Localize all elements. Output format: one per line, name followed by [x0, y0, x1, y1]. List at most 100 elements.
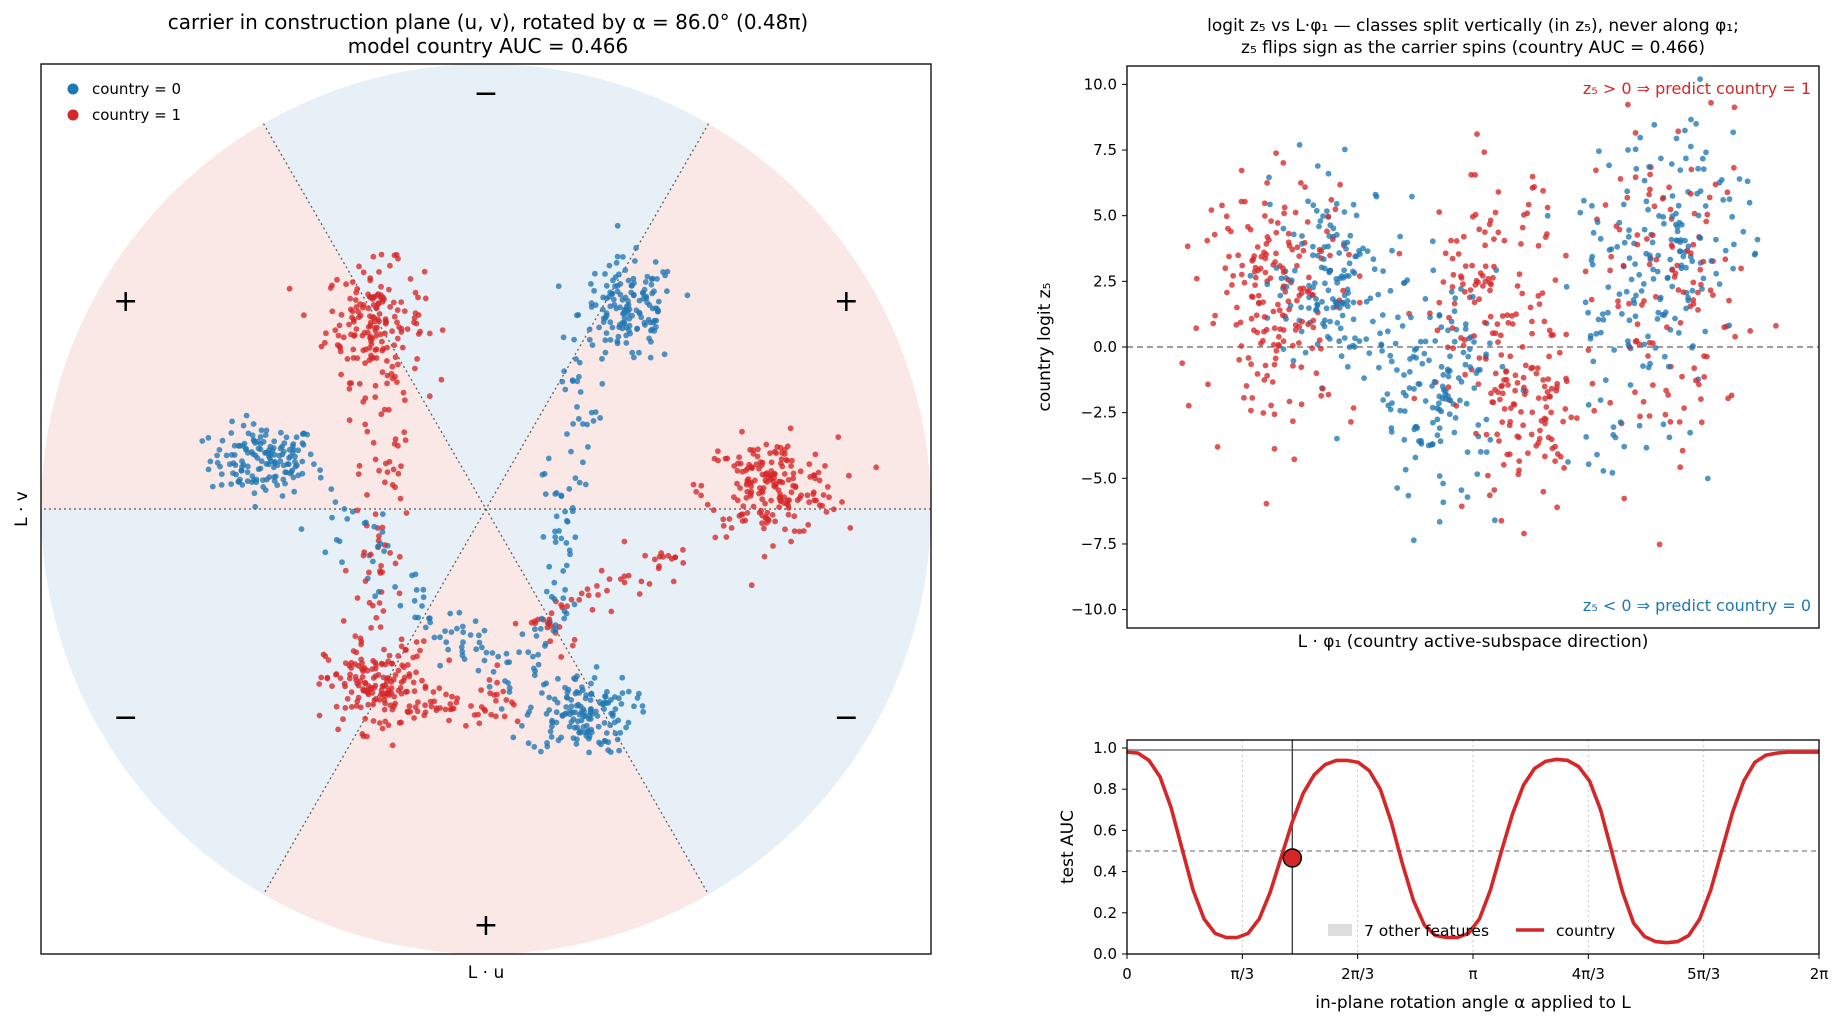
scatter-point	[463, 722, 469, 729]
scatter-point	[1376, 364, 1382, 371]
scatter-point	[636, 297, 643, 304]
scatter-point	[620, 254, 626, 260]
scatter-point	[422, 295, 429, 302]
scatter-point	[1706, 194, 1713, 201]
scatter-point	[693, 488, 700, 495]
scatter-point	[600, 319, 607, 325]
scatter-point	[1516, 271, 1523, 278]
scatter-point	[1260, 337, 1266, 344]
scatter-point	[1273, 347, 1280, 354]
logit-scatter-points	[1179, 76, 1779, 548]
scatter-point	[526, 708, 532, 715]
scatter-point	[1512, 372, 1519, 379]
scatter-point	[1285, 298, 1292, 305]
scatter-point	[1471, 339, 1477, 345]
scatter-point	[567, 711, 573, 718]
scatter-point	[397, 602, 404, 609]
scatter-point	[573, 741, 580, 747]
scatter-point	[543, 680, 550, 687]
scatter-point	[1455, 251, 1462, 257]
scatter-point	[358, 641, 364, 648]
scatter-point	[379, 296, 385, 303]
scatter-point	[391, 313, 398, 320]
scatter-point	[1474, 131, 1480, 138]
scatter-point	[558, 492, 565, 499]
scatter-point	[443, 639, 450, 646]
scatter-point	[1481, 149, 1488, 156]
scatter-point	[792, 484, 799, 491]
scatter-point	[1446, 411, 1453, 418]
scatter-point	[1270, 308, 1277, 315]
scatter-point	[1491, 487, 1498, 493]
scatter-point	[587, 716, 594, 722]
scatter-point	[317, 474, 324, 481]
scatter-point	[1238, 343, 1245, 349]
scatter-point	[1290, 362, 1296, 369]
scatter-point	[1337, 325, 1344, 332]
scatter-point	[394, 307, 401, 313]
scatter-point	[1475, 381, 1482, 387]
scatter-point	[1662, 411, 1669, 418]
scatter-point	[568, 596, 575, 603]
scatter-point	[481, 706, 488, 713]
scatter-point	[1380, 397, 1386, 403]
scatter-point	[346, 321, 352, 328]
scatter-point	[630, 291, 637, 298]
sector-boundary-line	[262, 123, 710, 895]
scatter-point	[1505, 382, 1511, 388]
scatter-point	[362, 679, 369, 686]
scatter-point	[1661, 353, 1668, 360]
ytick-label: 7.5	[1093, 141, 1117, 159]
scatter-point	[1363, 298, 1370, 305]
scatter-point	[1626, 227, 1632, 234]
scatter-point	[1243, 383, 1250, 389]
scatter-point	[1666, 434, 1673, 441]
scatter-point	[587, 697, 594, 703]
scatter-point	[230, 460, 237, 466]
scatter-point	[396, 590, 403, 597]
scatter-point	[1419, 360, 1426, 367]
scatter-point	[1730, 265, 1736, 272]
scatter-point	[1379, 312, 1386, 318]
scatter-point	[1542, 453, 1548, 460]
scatter-point	[1310, 202, 1317, 209]
scatter-point	[589, 342, 596, 348]
scatter-point	[736, 513, 743, 519]
scatter-point	[1664, 275, 1671, 281]
scatter-point	[399, 662, 406, 669]
scatter-point	[1703, 149, 1709, 156]
scatter-point	[1471, 385, 1478, 391]
scatter-point	[610, 296, 617, 303]
scatter-point	[1625, 342, 1632, 348]
scatter-point	[342, 683, 348, 690]
tr-title-line1: logit z₅ vs L·φ₁ — classes split vertica…	[1207, 16, 1739, 36]
scatter-point	[1313, 370, 1320, 377]
scatter-point	[1499, 390, 1506, 397]
scatter-point	[1546, 327, 1553, 334]
scatter-point	[1236, 356, 1243, 363]
scatter-point	[532, 620, 538, 627]
scatter-point	[1431, 378, 1438, 385]
scatter-point	[616, 747, 622, 754]
scatter-point	[1487, 280, 1493, 286]
scatter-point	[1251, 327, 1257, 334]
scatter-point	[767, 450, 773, 456]
scatter-point	[395, 687, 402, 694]
scatter-point	[1226, 253, 1232, 260]
scatter-point	[590, 418, 597, 424]
scatter-point	[764, 479, 770, 485]
scatter-point	[769, 512, 776, 518]
scatter-point	[569, 508, 576, 515]
auc-axis-ticks: 0.00.20.40.60.81.00 π/3 2π/3 π 4π/3 5π/3 2π	[1093, 739, 1828, 983]
scatter-point	[398, 643, 405, 650]
tr-xlabel: L · φ₁ (country active-subspace directio…	[1298, 632, 1649, 652]
scatter-point	[1693, 377, 1699, 384]
scatter-point	[1462, 371, 1468, 378]
scatter-point	[1262, 269, 1269, 276]
scatter-point	[1496, 438, 1502, 444]
scatter-point	[445, 646, 451, 653]
scatter-point	[1275, 341, 1282, 348]
scatter-point	[362, 715, 369, 722]
scatter-point	[1552, 277, 1559, 283]
scatter-point	[1713, 270, 1720, 277]
